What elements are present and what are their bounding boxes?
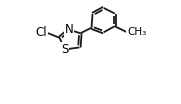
Text: N: N <box>65 23 74 36</box>
Text: Cl: Cl <box>35 26 47 39</box>
Text: CH₃: CH₃ <box>127 27 146 37</box>
Text: S: S <box>61 43 68 56</box>
